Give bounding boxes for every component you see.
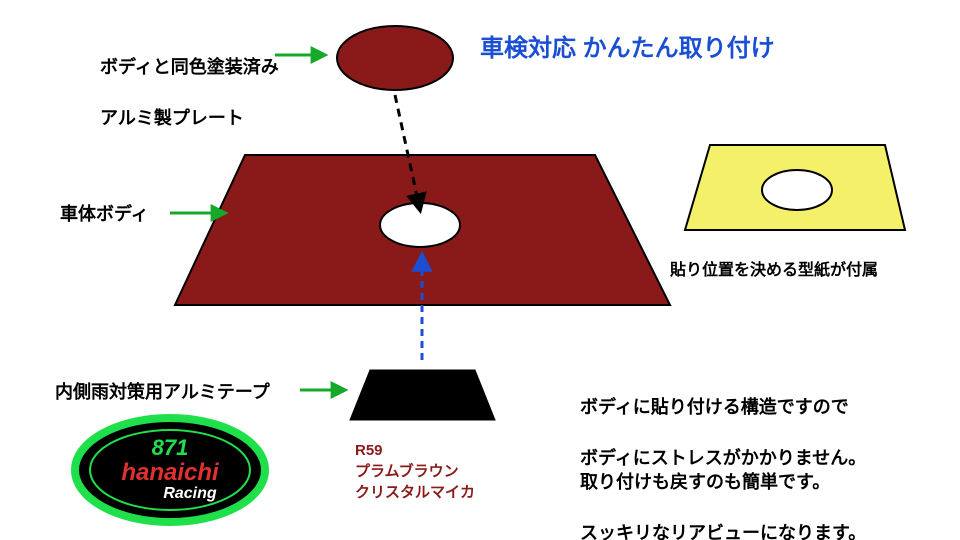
shapes-svg: 871 hanaichi Racing bbox=[0, 0, 960, 540]
plate-ellipse bbox=[337, 26, 453, 90]
logo-line2: hanaichi bbox=[121, 459, 220, 486]
logo-line1: 871 bbox=[152, 435, 189, 460]
tape-shape bbox=[350, 370, 495, 420]
logo: 871 hanaichi Racing bbox=[75, 418, 265, 522]
template-sheet-hole bbox=[762, 170, 832, 210]
diagram-canvas: 車検対応 かんたん取り付け ボディと同色塗装済み アルミ製プレート 車体ボディ … bbox=[0, 0, 960, 540]
logo-line3: Racing bbox=[163, 485, 217, 502]
